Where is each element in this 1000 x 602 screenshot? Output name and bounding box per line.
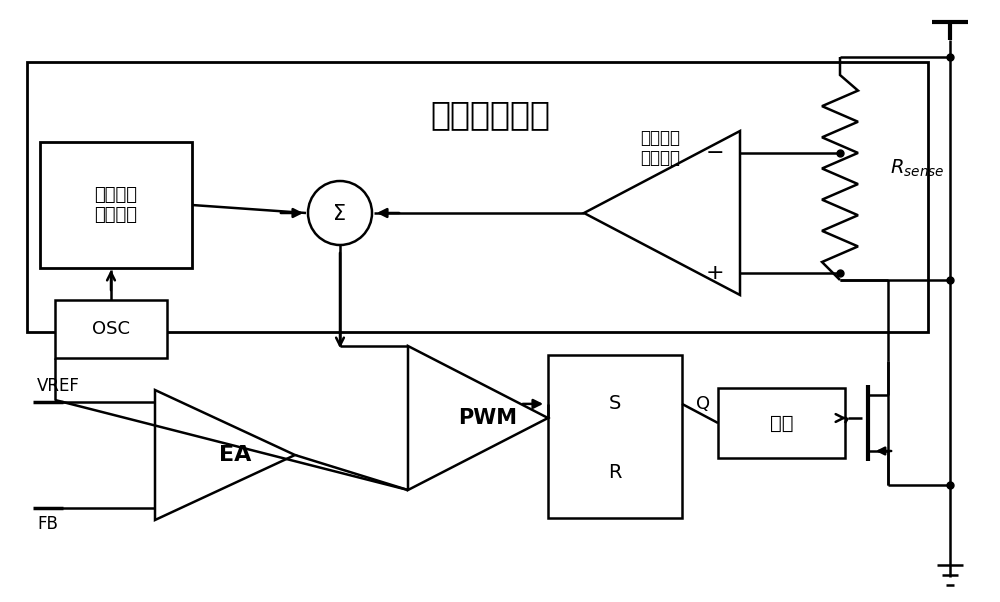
Bar bbox=[548, 355, 682, 518]
Text: −: − bbox=[706, 143, 724, 163]
Text: 斜坡信号
产生电路: 斜坡信号 产生电路 bbox=[94, 185, 138, 225]
Text: PWM: PWM bbox=[458, 408, 518, 428]
Bar bbox=[27, 62, 928, 332]
Text: VREF: VREF bbox=[37, 377, 80, 395]
Text: S: S bbox=[609, 394, 621, 414]
Text: 上管电流
采样电路: 上管电流 采样电路 bbox=[640, 129, 680, 167]
Bar bbox=[718, 388, 845, 458]
Text: $R_{sense}$: $R_{sense}$ bbox=[890, 157, 945, 179]
Text: Σ: Σ bbox=[333, 204, 347, 224]
Text: FB: FB bbox=[37, 515, 58, 533]
Text: 驱动: 驱动 bbox=[770, 414, 793, 432]
Text: +: + bbox=[706, 263, 724, 283]
Text: Q: Q bbox=[696, 395, 710, 413]
Text: OSC: OSC bbox=[92, 320, 130, 338]
Bar bbox=[40, 142, 192, 268]
Text: R: R bbox=[608, 463, 622, 482]
Text: 斜坡补偿电路: 斜坡补偿电路 bbox=[430, 99, 550, 131]
Bar bbox=[55, 300, 167, 358]
Text: EA: EA bbox=[219, 445, 251, 465]
